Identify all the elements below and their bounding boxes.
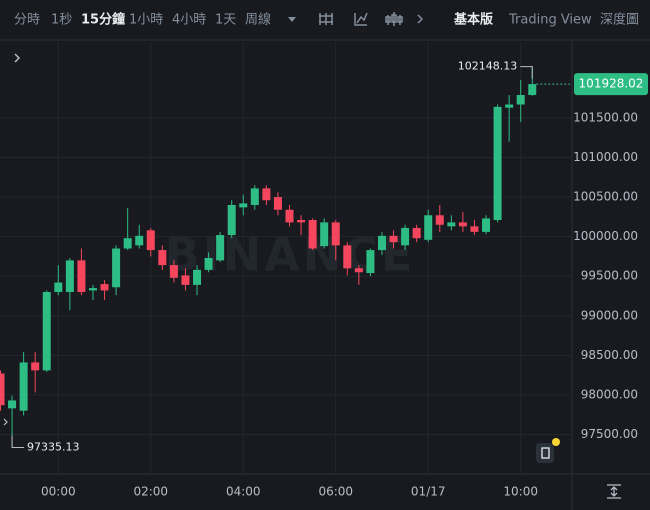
candle-body bbox=[412, 227, 421, 239]
candle-body bbox=[227, 204, 236, 236]
axis-settings[interactable] bbox=[607, 484, 621, 499]
toolbar-icons[interactable] bbox=[319, 12, 424, 26]
candle-body bbox=[216, 235, 225, 261]
y-tick-label: 101500.00 bbox=[573, 110, 638, 124]
price-label: 101928.02 bbox=[579, 77, 644, 91]
candle-body bbox=[320, 222, 329, 247]
candle-body bbox=[482, 218, 491, 232]
candle-body bbox=[366, 250, 375, 274]
interval-button[interactable]: 15分鐘 bbox=[81, 12, 125, 28]
candle-body bbox=[65, 260, 74, 293]
candle-body bbox=[54, 282, 63, 293]
y-tick-label: 99500.00 bbox=[581, 269, 638, 283]
x-tick-label: 00:00 bbox=[41, 485, 76, 499]
candle-body bbox=[470, 226, 479, 232]
candle-body bbox=[19, 362, 28, 411]
interval-button[interactable]: 1秒 bbox=[51, 13, 72, 28]
expand-toggle[interactable] bbox=[14, 53, 21, 63]
candle-body bbox=[505, 104, 514, 108]
x-tick-label: 01/17 bbox=[411, 485, 446, 499]
interval-button[interactable]: 1天 bbox=[215, 13, 236, 28]
y-tick-label: 100500.00 bbox=[573, 190, 638, 204]
interval-button[interactable]: 1小時 bbox=[129, 13, 163, 28]
candle-body bbox=[262, 188, 271, 201]
candle-body bbox=[297, 220, 306, 223]
candle-body bbox=[331, 222, 340, 246]
y-tick-label: 101000.00 bbox=[573, 150, 638, 164]
candle-body bbox=[158, 250, 167, 266]
candle-body bbox=[493, 106, 502, 221]
high-label: 102148.13 bbox=[458, 60, 518, 73]
candle-body bbox=[424, 215, 433, 240]
candle-body bbox=[354, 268, 363, 273]
low-label: 97335.13 bbox=[27, 440, 80, 453]
candle-body bbox=[528, 84, 537, 96]
interval-button[interactable]: 4小時 bbox=[172, 13, 206, 28]
y-tick-label: 100000.00 bbox=[573, 229, 638, 243]
y-tick-label: 99000.00 bbox=[581, 308, 638, 322]
watermark: BINANCE bbox=[165, 228, 416, 282]
candle-body bbox=[204, 258, 213, 270]
candle-body bbox=[146, 230, 155, 251]
candle-body bbox=[0, 373, 5, 406]
candle-body bbox=[77, 260, 86, 293]
candle-body bbox=[458, 222, 467, 227]
candle-body bbox=[193, 269, 202, 285]
interval-button[interactable]: 周線 bbox=[245, 12, 271, 28]
candle-body bbox=[308, 220, 317, 249]
more-intervals[interactable] bbox=[288, 17, 296, 22]
candle-body bbox=[516, 95, 525, 105]
y-tick-label: 97500.00 bbox=[581, 427, 638, 441]
candles bbox=[0, 66, 537, 448]
candle-body bbox=[435, 215, 444, 225]
view-button[interactable]: 基本版 bbox=[453, 12, 493, 28]
candle-body bbox=[250, 188, 259, 205]
high-marker bbox=[520, 66, 533, 79]
candle-body bbox=[31, 362, 40, 371]
candle-body bbox=[8, 400, 17, 409]
view-button[interactable]: 深度圖 bbox=[600, 12, 639, 28]
candle-body bbox=[377, 235, 386, 251]
candle-body bbox=[285, 209, 294, 223]
candle-body bbox=[239, 203, 248, 208]
y-tick-label: 98000.00 bbox=[581, 387, 638, 401]
candle-body bbox=[112, 248, 121, 288]
candle-body bbox=[343, 245, 352, 269]
candle-body bbox=[169, 265, 178, 278]
candle-body bbox=[135, 235, 144, 246]
candle-body bbox=[389, 235, 398, 243]
price-badge bbox=[574, 73, 648, 96]
y-tick-label: 98500.00 bbox=[581, 348, 638, 362]
candle-body bbox=[181, 275, 190, 285]
candle-body bbox=[42, 292, 51, 371]
candle-body bbox=[123, 238, 132, 249]
x-tick-label: 10:00 bbox=[503, 485, 538, 499]
view-button[interactable]: Trading View bbox=[508, 13, 592, 28]
x-tick-label: 06:00 bbox=[318, 485, 353, 499]
orders-icon[interactable] bbox=[536, 438, 560, 463]
candle-body bbox=[273, 197, 282, 210]
candle-body bbox=[88, 288, 97, 291]
x-tick-label: 02:00 bbox=[133, 485, 168, 499]
candle-body bbox=[100, 284, 109, 291]
low-marker bbox=[11, 435, 25, 448]
candle-body bbox=[401, 227, 410, 246]
x-tick-label: 04:00 bbox=[226, 485, 261, 499]
scroll-toggle[interactable] bbox=[3, 418, 8, 426]
interval-button[interactable]: 分時 bbox=[14, 13, 40, 28]
candle-body bbox=[447, 222, 456, 227]
